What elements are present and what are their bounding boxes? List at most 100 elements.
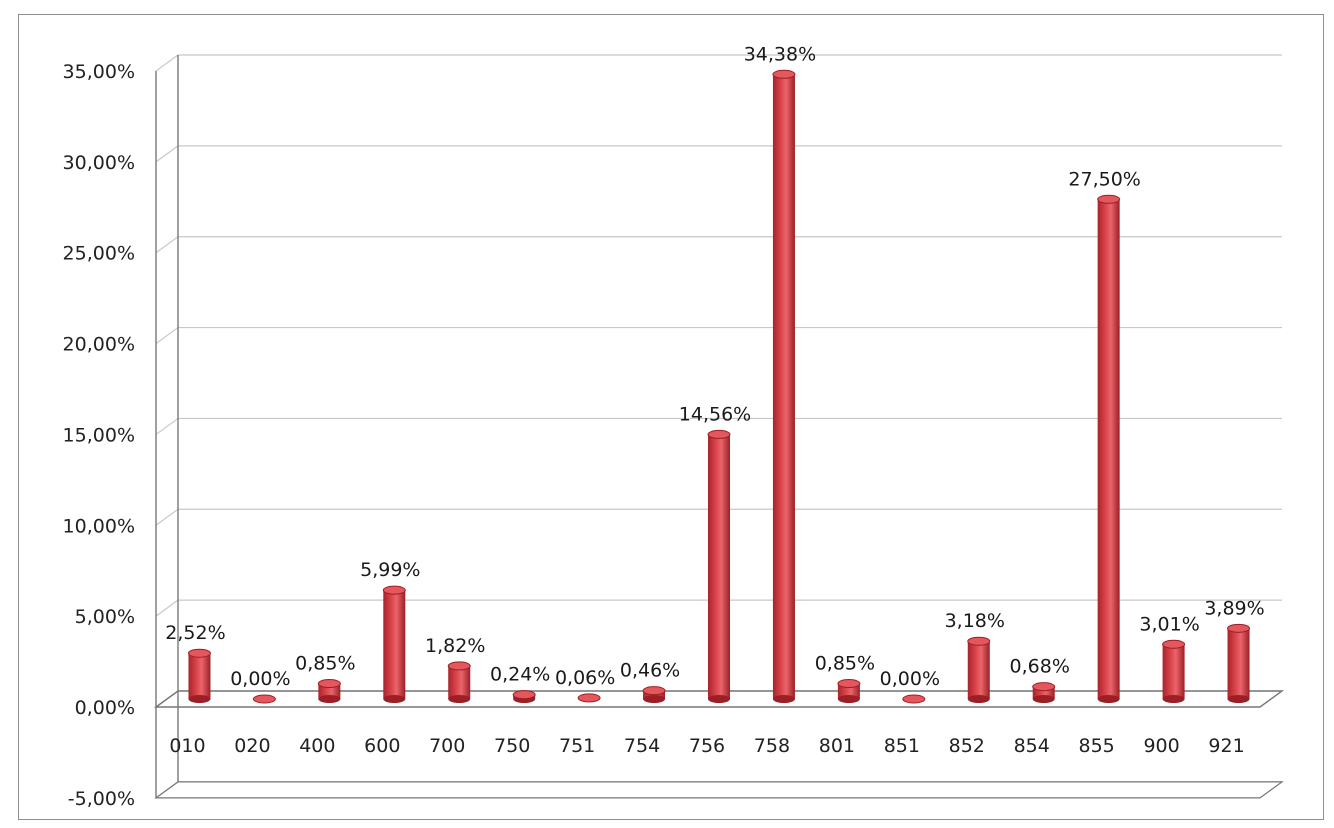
bar-010 (187, 648, 211, 703)
bar-body (1162, 644, 1185, 699)
bar-base (1097, 695, 1120, 703)
bar-top (837, 679, 861, 689)
bar-body (967, 641, 990, 699)
x-tick-label: 801 (819, 735, 855, 757)
bar-750 (512, 690, 536, 703)
y-tick-label: 35,00% (63, 61, 135, 83)
data-label: 0,68% (1010, 656, 1070, 678)
data-label: 0,00% (880, 668, 940, 690)
bar-base (708, 695, 730, 703)
bar-top (447, 661, 471, 671)
bottom-plane (154, 781, 1284, 799)
bar-852 (967, 636, 991, 703)
x-tick-label: 852 (949, 735, 985, 757)
bars (187, 69, 1251, 704)
bar-body (188, 653, 211, 699)
x-tick-label: 900 (1143, 735, 1179, 757)
bar-921 (1227, 623, 1251, 703)
bar-top (772, 69, 796, 79)
data-label: 2,52% (165, 622, 225, 644)
data-label: 34,38% (744, 43, 816, 65)
x-tick-labels: 010 020 400 600 700 750 751 754 756 758 801 851 852 8… (169, 735, 1244, 757)
bar-top (1162, 639, 1186, 649)
gridline-depth (155, 54, 179, 72)
bar-top (252, 694, 276, 704)
x-tick-label: 758 (754, 735, 790, 757)
x-tick-label: 010 (169, 735, 205, 757)
x-tick-label: 854 (1014, 735, 1050, 757)
bar-base (383, 695, 406, 703)
data-label: 0,46% (620, 660, 680, 682)
data-label: 0,06% (555, 667, 615, 689)
x-tick-label: 754 (624, 735, 660, 757)
bar-756 (707, 429, 731, 703)
data-label: 0,24% (490, 664, 550, 686)
bar-900 (1162, 639, 1186, 703)
x-tick-label: 600 (364, 735, 400, 757)
gridline-depth (155, 599, 179, 617)
bar-top (1032, 682, 1056, 692)
x-tick-label: 855 (1079, 735, 1115, 757)
data-label: 0,85% (295, 653, 355, 675)
chart-frame (18, 14, 1324, 820)
y-tick-label: 10,00% (63, 515, 135, 537)
axes (153, 55, 1285, 799)
bar-top (967, 636, 991, 646)
bar-body (448, 665, 471, 699)
y-tick-label: 0,00% (75, 697, 135, 719)
y-tick-label: 30,00% (63, 152, 135, 174)
gridline-depth (155, 327, 179, 345)
bar-600 (382, 585, 406, 703)
bar-base (188, 695, 211, 703)
bar-851 (902, 694, 926, 704)
data-labels: 2,52%0,00%0,85%5,99%1,82%0,24% 0,06% 0,46%… (165, 43, 1264, 690)
data-label: 3,89% (1204, 597, 1264, 619)
bar-700 (447, 661, 471, 703)
x-tick-label: 700 (429, 735, 465, 757)
bar-body (708, 434, 730, 699)
y-tick-label: 25,00% (63, 243, 135, 265)
bar-801 (837, 679, 861, 703)
data-label: 0,00% (230, 668, 290, 690)
x-tick-label: 751 (559, 735, 595, 757)
y-tick-label: 20,00% (63, 334, 135, 356)
data-label: 14,56% (679, 403, 751, 425)
y-tick-label: -5,00% (68, 788, 135, 810)
y-tick-label: 5,00% (75, 606, 135, 628)
bar-top (317, 679, 341, 689)
bar-854 (1032, 682, 1056, 703)
gridline-depth (155, 145, 179, 163)
bar-top (512, 690, 536, 700)
bar-751 (577, 693, 601, 703)
bar-body (383, 590, 406, 699)
bar-base (1162, 695, 1185, 703)
x-tick-label: 750 (494, 735, 530, 757)
y-tick-label: 15,00% (63, 424, 135, 446)
bar-top (187, 648, 211, 658)
bar-base (967, 695, 990, 703)
gridline-depth (155, 417, 179, 435)
gridline-depth (155, 508, 179, 526)
bar-754 (642, 686, 666, 703)
bar-base (448, 695, 471, 703)
bar-855 (1097, 194, 1121, 703)
data-label: 3,01% (1139, 613, 1199, 635)
bar-020 (252, 694, 276, 704)
x-tick-label: 020 (234, 735, 270, 757)
bar-top (382, 585, 406, 595)
bar-base (1032, 695, 1055, 703)
bar-body (772, 74, 795, 699)
data-label: 5,99% (360, 559, 420, 581)
bar-758 (772, 69, 796, 703)
bar-base (643, 695, 666, 703)
bar-top (1097, 194, 1121, 204)
bar-body (1097, 199, 1120, 700)
bar-top (577, 693, 601, 703)
x-tick-label: 851 (884, 735, 920, 757)
y-tick-labels: -5,00% 0,00% 5,00% 10,00% 15,00% 20,00% 25,00%… (63, 61, 135, 810)
bar-base (772, 695, 795, 703)
x-tick-label: 921 (1208, 735, 1244, 757)
gridline-depth (155, 236, 179, 254)
data-label: 1,82% (425, 635, 485, 657)
bar-base (318, 695, 341, 703)
